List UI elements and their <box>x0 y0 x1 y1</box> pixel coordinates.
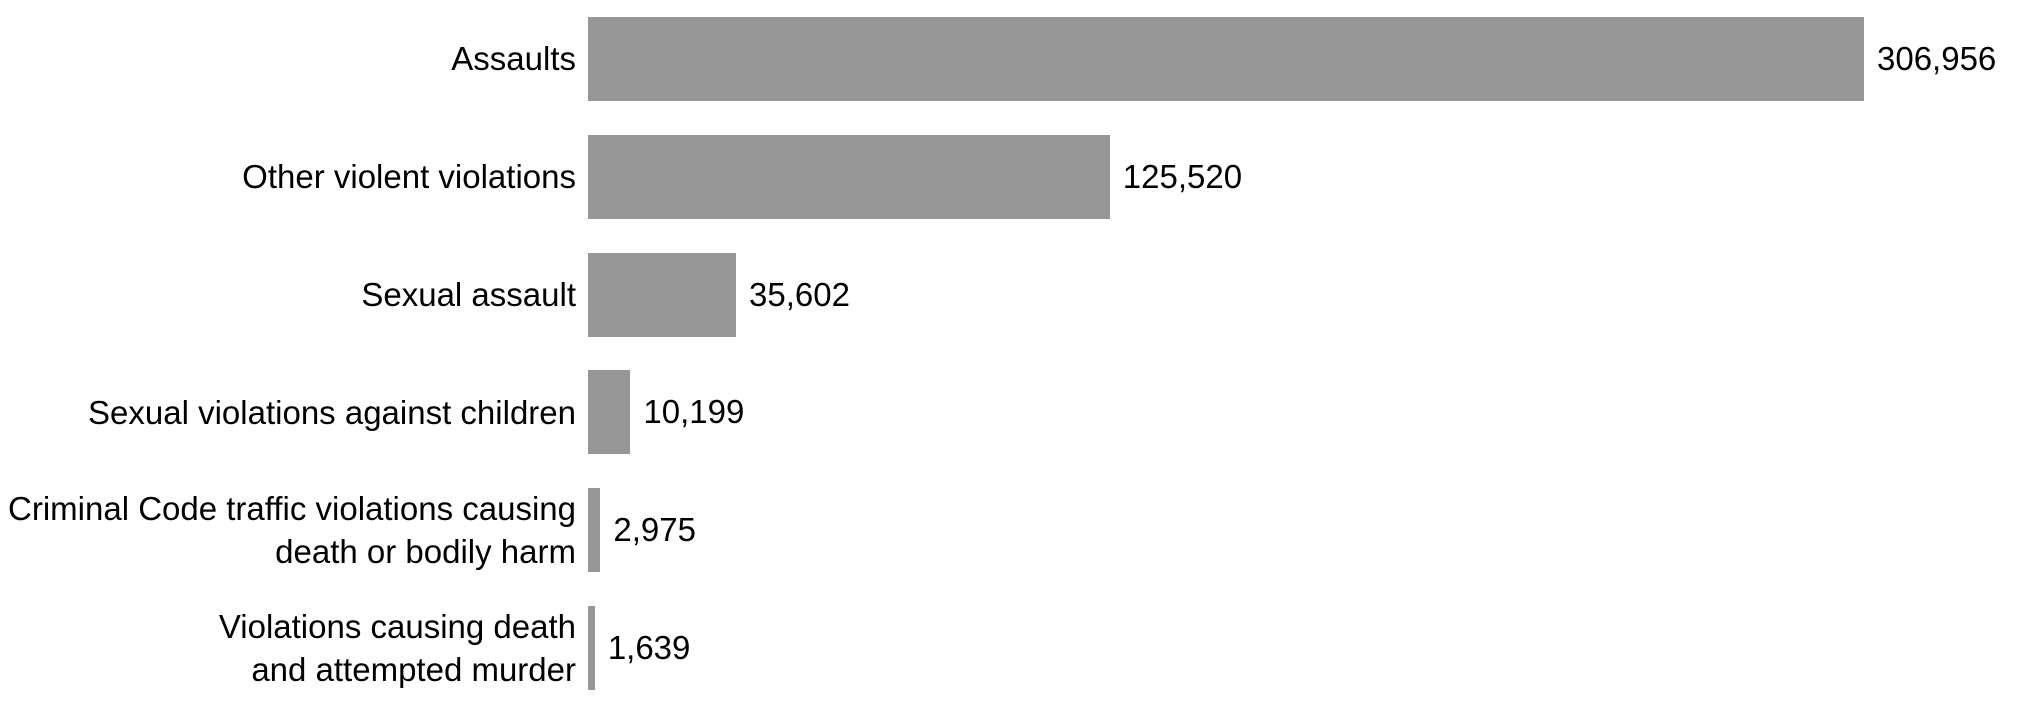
chart-row: Assaults 306,956 <box>0 0 2021 118</box>
category-label-line: Violations causing death <box>218 607 576 645</box>
category-label-line: Other violent violations <box>242 157 576 195</box>
bar-area: 125,520 <box>588 118 1242 236</box>
chart-row: Sexual violations against children 10,19… <box>0 353 2021 471</box>
category-label: Other violent violations <box>0 155 588 199</box>
bar-area: 306,956 <box>588 0 1996 118</box>
category-label: Sexual violations against children <box>0 391 588 435</box>
bar-area: 10,199 <box>588 353 744 471</box>
value-label: 125,520 <box>1122 157 1243 195</box>
chart-row: Sexual assault 35,602 <box>0 236 2021 354</box>
bar <box>588 134 1110 219</box>
value-label: 306,956 <box>1877 39 1997 77</box>
category-label: Criminal Code traffic violations causing… <box>0 487 588 574</box>
bar-area: 2,975 <box>588 471 696 589</box>
value-label: 1,639 <box>607 629 691 667</box>
chart-row: Other violent violations 125,520 <box>0 118 2021 236</box>
bar-area: 35,602 <box>588 236 850 354</box>
bar <box>588 370 631 455</box>
category-label-line: Assaults <box>451 40 576 78</box>
bar-area: 1,639 <box>588 589 690 707</box>
category-label: Assaults <box>0 37 588 81</box>
category-label-line: Sexual assault <box>361 275 576 313</box>
category-label: Sexual assault <box>0 273 588 317</box>
bar <box>588 488 601 573</box>
chart-row: Criminal Code traffic violations causing… <box>0 471 2021 589</box>
category-label-line: Criminal Code traffic violations causing <box>8 489 576 527</box>
value-label: 35,602 <box>748 275 850 313</box>
category-label: Violations causing death and attempted mu… <box>0 605 588 692</box>
value-label: 2,975 <box>613 511 696 549</box>
bar <box>588 16 1864 101</box>
category-label-line: Sexual violations against children <box>88 393 576 431</box>
bar <box>588 252 736 337</box>
value-label: 10,199 <box>643 393 745 431</box>
chart-row: Violations causing death and attempted mu… <box>0 589 2021 707</box>
category-label-line: and attempted murder <box>251 651 576 689</box>
bar <box>588 606 595 691</box>
category-label-line: death or bodily harm <box>275 533 576 571</box>
